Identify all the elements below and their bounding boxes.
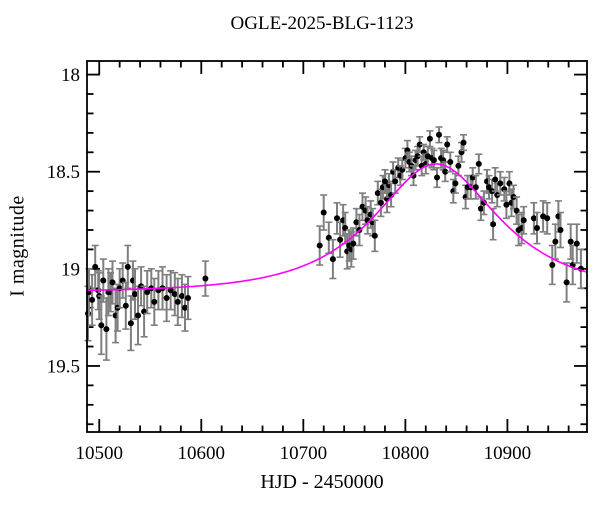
data-point [167,269,175,311]
x-tick-label: 10900 [484,443,532,464]
data-point [563,262,571,303]
chart-title: OGLE-2025-BLG-1123 [230,13,414,34]
data-point [539,200,547,233]
x-tick-labels: 10500 10600 10700 10800 10900 [75,443,531,464]
data-point [435,126,443,144]
x-axis-ticks [98,61,570,432]
y-tick-label: 19.5 [47,357,80,378]
plot-frame [86,60,588,433]
data-point [533,211,541,245]
data-point [496,170,504,196]
data-point [426,130,434,148]
data-point [472,174,480,200]
data-point [333,202,341,235]
data-point [201,260,209,297]
data-point [480,190,488,216]
data-point [325,221,333,255]
data-point [505,170,513,196]
x-tick-label: 10700 [280,443,328,464]
y-tick-label: 18.5 [47,162,80,183]
data-point [329,238,337,280]
data-point [557,211,564,249]
data-point [349,227,357,260]
y-axis-label: I magnitude [6,195,29,297]
data-point [543,202,551,235]
data-point [573,223,581,264]
data-point [513,196,521,225]
data-point [102,297,110,361]
data-point [124,244,132,290]
x-tick-label: 10600 [178,443,226,464]
data-point [127,295,135,352]
data-point [88,273,96,327]
data-point [178,273,186,319]
data-point [443,136,451,154]
data-point [163,273,171,323]
data-point [567,223,575,260]
data-point [430,149,438,171]
model-curve [87,163,588,292]
data-point [320,194,328,231]
data-point [520,205,528,235]
x-tick-label: 10500 [75,443,123,464]
y-tick-label: 18 [61,65,80,86]
data-point [171,271,179,317]
x-tick-label: 10800 [382,443,430,464]
data-point [143,269,151,315]
y-tick-label: 19 [61,259,80,280]
y-axis-ticks [87,73,587,426]
data-point [174,277,182,327]
data-point [475,153,483,175]
data-point [371,219,379,253]
y-tick-labels: 18 18.5 19 19.5 [47,65,80,377]
data-point [460,134,467,152]
data-point [109,260,116,305]
x-axis-label: HJD - 2450000 [260,471,384,493]
data-point [184,275,192,321]
data-points [84,126,585,361]
data-point [454,155,462,177]
data-point [530,202,538,235]
data-point [451,172,459,194]
data-point [433,167,441,189]
data-point [150,277,158,327]
